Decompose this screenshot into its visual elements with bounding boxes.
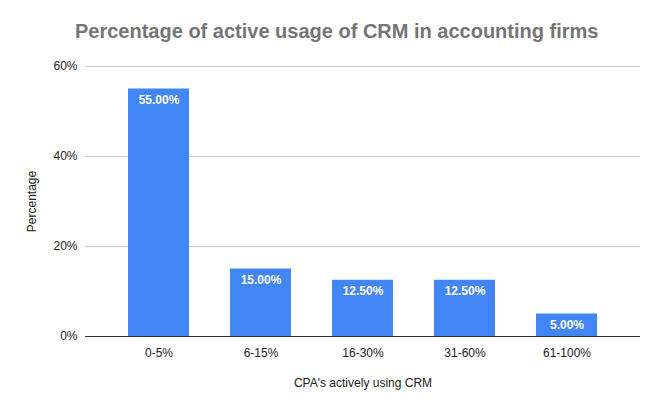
svg-text:60%: 60% — [53, 59, 77, 73]
svg-text:31-60%: 31-60% — [444, 346, 486, 360]
svg-text:0%: 0% — [60, 329, 78, 343]
svg-text:16-30%: 16-30% — [342, 346, 384, 360]
svg-text:15.00%: 15.00% — [241, 273, 282, 287]
svg-text:61-100%: 61-100% — [543, 346, 591, 360]
svg-text:40%: 40% — [53, 149, 77, 163]
svg-text:12.50%: 12.50% — [445, 284, 486, 298]
svg-text:Percentage: Percentage — [25, 170, 39, 232]
svg-text:0-5%: 0-5% — [145, 346, 173, 360]
svg-text:6-15%: 6-15% — [244, 346, 279, 360]
svg-text:12.50%: 12.50% — [343, 284, 384, 298]
svg-text:20%: 20% — [53, 239, 77, 253]
svg-text:CPA's actively using CRM: CPA's actively using CRM — [294, 376, 432, 390]
svg-text:5.00%: 5.00% — [550, 318, 584, 332]
svg-text:55.00%: 55.00% — [139, 93, 180, 107]
html-text:Percentage of active usage of: Percentage of active usage of CRM in acc… — [75, 20, 599, 42]
